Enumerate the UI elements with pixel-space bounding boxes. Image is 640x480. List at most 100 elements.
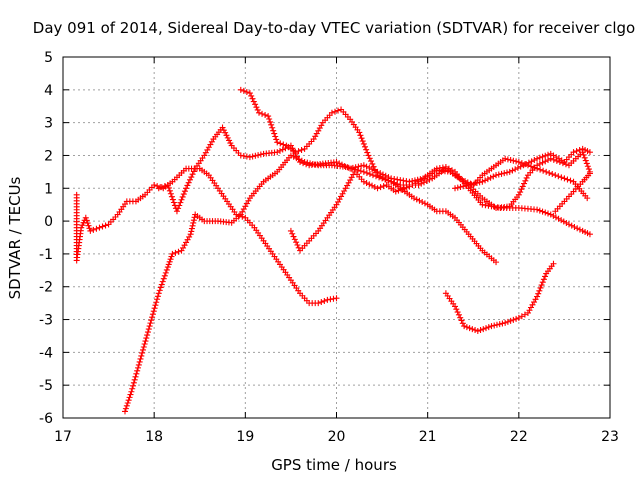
data-point [496, 321, 503, 328]
data-point [125, 397, 132, 404]
data-point [341, 162, 348, 169]
data-point [226, 137, 233, 144]
data-point [465, 181, 472, 188]
data-point [398, 186, 405, 193]
data-point [166, 187, 173, 194]
data-point [190, 217, 197, 224]
data-point [93, 225, 100, 232]
data-point [208, 138, 215, 145]
data-point [129, 385, 136, 392]
data-point [539, 153, 546, 160]
data-point [313, 130, 320, 137]
data-point [411, 177, 418, 184]
data-point [223, 132, 230, 139]
data-point [576, 146, 583, 153]
data-point [274, 139, 281, 146]
data-point [338, 193, 345, 200]
data-point [336, 196, 343, 203]
data-point [155, 290, 162, 297]
data-point [159, 278, 166, 285]
data-point [188, 174, 195, 181]
data-point [333, 295, 340, 302]
data-point [549, 171, 556, 178]
data-point [205, 144, 212, 151]
data-point [227, 140, 234, 147]
data-point [463, 324, 470, 331]
data-point [338, 161, 345, 168]
data-point [344, 164, 351, 171]
data-point [542, 158, 549, 165]
series-arc-5 [287, 149, 593, 254]
data-point [545, 151, 552, 158]
data-point [510, 316, 517, 323]
data-point [277, 140, 284, 147]
data-point [466, 325, 473, 332]
data-point [368, 158, 375, 165]
data-point [161, 183, 168, 190]
data-point [141, 341, 148, 348]
data-point [121, 408, 128, 415]
data-point [472, 327, 479, 334]
data-point [539, 279, 546, 286]
data-point [96, 224, 103, 231]
data-point [188, 225, 195, 232]
data-point [366, 181, 373, 188]
data-point [145, 326, 152, 333]
data-point [190, 219, 197, 226]
data-point [189, 171, 196, 178]
data-point [204, 146, 211, 153]
x-tick-label: 17 [54, 429, 72, 445]
data-point [517, 163, 524, 170]
data-point [488, 323, 495, 330]
data-point [555, 173, 562, 180]
data-point [131, 376, 138, 383]
data-point [567, 177, 574, 184]
data-point [189, 222, 196, 229]
data-point [287, 152, 294, 159]
data-point [479, 178, 486, 185]
data-point [177, 199, 184, 206]
data-point [126, 394, 133, 401]
data-point [315, 300, 322, 307]
data-point [137, 355, 144, 362]
data-point [155, 185, 162, 192]
data-point [457, 183, 464, 190]
data-point [413, 196, 420, 203]
data-point [163, 266, 170, 273]
data-point [366, 171, 373, 178]
data-point [85, 222, 92, 229]
data-point [269, 124, 276, 131]
data-point [168, 193, 175, 200]
data-point [151, 181, 158, 188]
data-point [582, 157, 589, 164]
data-point [416, 197, 423, 204]
data-point [534, 206, 541, 213]
data-point [321, 297, 328, 304]
data-point [513, 315, 520, 322]
data-point [175, 205, 182, 212]
data-point [243, 200, 250, 207]
data-point [468, 181, 475, 188]
data-point [336, 160, 343, 167]
data-point [506, 168, 513, 175]
data-point [169, 196, 176, 203]
data-point [565, 221, 572, 228]
data-point [520, 162, 527, 169]
data-point [521, 180, 528, 187]
data-point [507, 157, 514, 164]
data-point [498, 170, 505, 177]
data-point [360, 140, 367, 147]
data-point [318, 122, 325, 129]
data-point [501, 170, 508, 177]
data-point [584, 163, 591, 170]
data-point [536, 287, 543, 294]
data-point [184, 182, 191, 189]
data-point [272, 133, 279, 140]
data-point [249, 153, 256, 160]
data-point [571, 223, 578, 230]
data-point [583, 160, 590, 167]
data-point [128, 388, 135, 395]
data-point [289, 230, 296, 237]
data-point [377, 173, 384, 180]
